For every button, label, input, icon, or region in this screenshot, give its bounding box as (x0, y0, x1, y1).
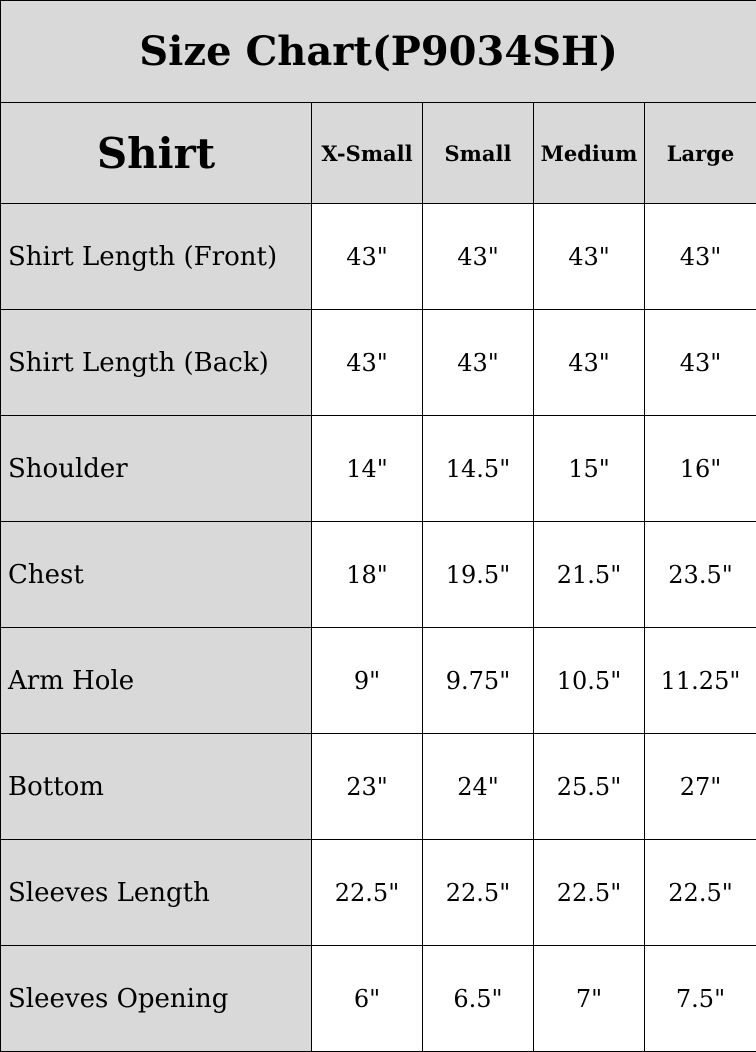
measurement-cell: 23" (311, 733, 423, 840)
measurement-cell: 14" (311, 415, 423, 522)
row-label: Shirt Length (Front) (0, 203, 312, 310)
size-header: X-Small (311, 102, 423, 204)
table-row: Shoulder 14" 14.5" 15" 16" (0, 415, 756, 522)
measurement-cell: 7" (533, 945, 645, 1052)
row-label: Sleeves Opening (0, 945, 312, 1052)
header-row: Shirt X-Small Small Medium Large (0, 102, 756, 204)
row-label: Arm Hole (0, 627, 312, 734)
row-label: Shirt Length (Back) (0, 309, 312, 416)
measurement-cell: 7.5" (643, 945, 756, 1052)
measurement-cell: 18" (311, 521, 423, 628)
measurement-cell: 9.75" (422, 627, 534, 734)
measurement-cell: 43" (311, 203, 423, 310)
measurement-cell: 43" (422, 203, 534, 310)
measurement-cell: 43" (533, 309, 645, 416)
table-row: Shirt Length (Back) 43" 43" 43" 43" (0, 309, 756, 416)
table-row: Sleeves Opening 6" 6.5" 7" 7.5" (0, 945, 756, 1052)
table-row: Bottom 23" 24" 25.5" 27" (0, 733, 756, 840)
measurement-cell: 11.25" (643, 627, 756, 734)
measurement-cell: 43" (533, 203, 645, 310)
measurement-cell: 43" (311, 309, 423, 416)
measurement-cell: 9" (311, 627, 423, 734)
measurement-cell: 14.5" (422, 415, 534, 522)
measurement-cell: 6.5" (422, 945, 534, 1052)
measurement-cell: 16" (643, 415, 756, 522)
measurement-cell: 21.5" (533, 521, 645, 628)
measurement-cell: 19.5" (422, 521, 534, 628)
size-header: Medium (533, 102, 645, 204)
chart-title: Size Chart(P9034SH) (0, 0, 756, 103)
measurement-cell: 22.5" (533, 839, 645, 946)
row-label: Shoulder (0, 415, 312, 522)
measurement-cell: 10.5" (533, 627, 645, 734)
table-row: Sleeves Length 22.5" 22.5" 22.5" 22.5" (0, 839, 756, 946)
table-row: Chest 18" 19.5" 21.5" 23.5" (0, 521, 756, 628)
size-header: Small (422, 102, 534, 204)
measurement-cell: 6" (311, 945, 423, 1052)
measurement-cell: 27" (643, 733, 756, 840)
measurement-cell: 22.5" (311, 839, 423, 946)
measurement-cell: 43" (422, 309, 534, 416)
section-header: Shirt (0, 102, 312, 204)
row-label: Bottom (0, 733, 312, 840)
measurement-cell: 43" (643, 309, 756, 416)
table-row: Shirt Length (Front) 43" 43" 43" 43" (0, 203, 756, 310)
row-label: Chest (0, 521, 312, 628)
measurement-cell: 22.5" (643, 839, 756, 946)
measurement-cell: 22.5" (422, 839, 534, 946)
table-row: Arm Hole 9" 9.75" 10.5" 11.25" (0, 627, 756, 734)
size-header: Large (643, 102, 756, 204)
measurement-cell: 24" (422, 733, 534, 840)
row-label: Sleeves Length (0, 839, 312, 946)
measurement-cell: 25.5" (533, 733, 645, 840)
measurement-cell: 15" (533, 415, 645, 522)
measurement-cell: 23.5" (643, 521, 756, 628)
measurement-cell: 43" (643, 203, 756, 310)
title-row: Size Chart(P9034SH) (0, 0, 756, 103)
